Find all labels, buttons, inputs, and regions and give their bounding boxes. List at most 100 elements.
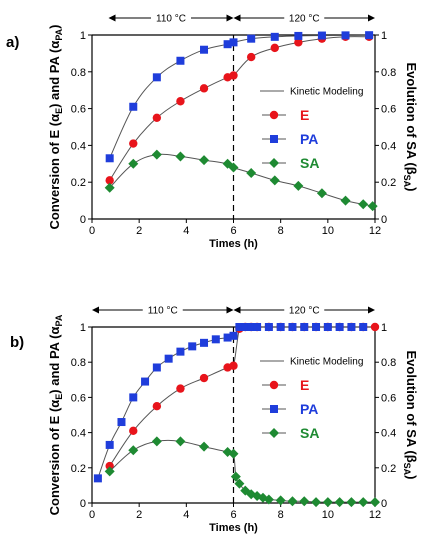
data-point-pa xyxy=(253,323,262,331)
temperature-zone: 110 °C xyxy=(108,11,234,25)
temperature-label: 120 °C xyxy=(289,14,320,25)
label-subscript: SA xyxy=(402,463,412,476)
data-point-pa xyxy=(341,31,350,40)
legend-model-label: Kinetic Modeling xyxy=(290,87,363,98)
legend-marker-e xyxy=(269,110,279,120)
data-point-e xyxy=(370,322,380,332)
data-point-sa xyxy=(299,496,310,507)
temperature-zone: 110 °C xyxy=(92,303,234,317)
label-part: ) and PA (α xyxy=(47,326,62,393)
data-point-sa xyxy=(128,158,139,169)
data-point-sa xyxy=(230,471,241,482)
data-point-sa xyxy=(358,199,369,210)
data-point-sa xyxy=(367,201,378,212)
data-point-sa xyxy=(287,496,298,507)
y-axis-title-right: Evolution of SA (βSA) xyxy=(402,62,419,191)
temperature-arrow-head-left xyxy=(233,306,241,314)
series-sa xyxy=(104,436,380,508)
label-subscript: E xyxy=(54,394,64,400)
data-point-sa xyxy=(370,497,380,508)
temperature-zone: 120 °C xyxy=(233,11,375,25)
label-part: ) xyxy=(47,24,62,28)
data-point-pa xyxy=(335,323,344,331)
data-point-pa xyxy=(152,363,161,372)
y-tick-label-left: 0.6 xyxy=(71,104,86,116)
legend-model-label: Kinetic Modeling xyxy=(290,357,363,368)
data-point-pa xyxy=(200,45,209,54)
data-point-pa xyxy=(359,323,368,331)
y-tick-label-right: 0.2 xyxy=(381,177,396,189)
data-point-pa xyxy=(300,323,309,331)
x-tick-label: 10 xyxy=(322,225,334,237)
data-point-e xyxy=(199,84,209,93)
data-point-e xyxy=(229,361,238,370)
data-point-pa xyxy=(176,56,185,65)
data-point-sa xyxy=(311,497,322,508)
temperature-arrow-head-left xyxy=(92,306,99,314)
x-tick-label: 8 xyxy=(278,509,284,521)
data-point-sa xyxy=(104,182,115,193)
data-point-pa xyxy=(365,31,374,40)
legend: Kinetic Modeling E PA SA xyxy=(260,357,363,441)
y-axis-title-left: Conversion of E (αE) and PA (αPA) xyxy=(47,24,64,229)
data-point-pa xyxy=(294,31,303,40)
temperature-arrow-head-left xyxy=(108,14,116,22)
data-point-pa xyxy=(288,323,297,331)
data-point-sa xyxy=(269,175,280,186)
data-point-sa xyxy=(316,188,327,199)
data-point-pa xyxy=(229,38,238,47)
y-tick-label-right: 0.8 xyxy=(381,67,396,79)
y-tick-label-right: 0.6 xyxy=(381,392,396,404)
data-point-sa xyxy=(175,151,186,162)
temperature-label-bg xyxy=(284,11,325,24)
x-axis-title: Times (h) xyxy=(209,238,258,250)
temperature-label-bg xyxy=(284,303,325,316)
y-tick-label-right: 0.8 xyxy=(381,357,396,369)
y-tick-label-left: 0.8 xyxy=(71,357,86,369)
series-sa xyxy=(104,149,378,212)
data-point-pa xyxy=(264,323,273,331)
y-tick-label-left: 0.8 xyxy=(71,67,86,79)
data-point-pa xyxy=(229,331,238,340)
y-tick-label-left: 1 xyxy=(80,30,86,42)
data-point-pa xyxy=(247,34,256,43)
data-point-pa xyxy=(241,323,250,331)
label-part: Conversion of E (α xyxy=(47,114,62,230)
data-point-sa xyxy=(228,162,239,173)
temperature-arrow-head-right xyxy=(368,306,375,314)
x-tick-label: 6 xyxy=(230,225,236,237)
data-point-pa xyxy=(129,393,138,402)
data-point-sa xyxy=(199,155,210,166)
temperature-arrow-head-right xyxy=(226,306,234,314)
panel-label: a) xyxy=(6,34,19,51)
data-point-pa xyxy=(323,323,332,331)
data-point-pa xyxy=(176,347,185,356)
legend-marker-sa xyxy=(269,158,279,168)
x-tick-label: 0 xyxy=(89,225,95,237)
y-tick-label-left: 0.4 xyxy=(71,428,86,440)
data-point-pa xyxy=(235,323,244,331)
legend-name-pa: PA xyxy=(300,131,318,147)
legend-name-e: E xyxy=(300,107,309,123)
fit-line-sa xyxy=(109,153,373,207)
y-tick-label-left: 0.2 xyxy=(71,177,86,189)
legend-name-sa: SA xyxy=(300,425,319,441)
data-point-e xyxy=(294,38,303,47)
label-subscript: PA xyxy=(54,28,64,40)
y-tick-label-left: 0 xyxy=(80,498,86,510)
data-point-e xyxy=(129,139,138,148)
panel-label: b) xyxy=(10,334,24,351)
data-point-sa xyxy=(228,448,239,459)
data-point-pa xyxy=(312,323,321,331)
x-tick-label: 4 xyxy=(183,509,189,521)
data-point-pa xyxy=(164,354,173,363)
series-pa xyxy=(93,323,368,483)
data-point-sa xyxy=(358,497,369,508)
y-tick-label-left: 0.4 xyxy=(71,140,86,152)
data-point-sa xyxy=(293,180,304,191)
data-point-pa xyxy=(105,440,114,449)
